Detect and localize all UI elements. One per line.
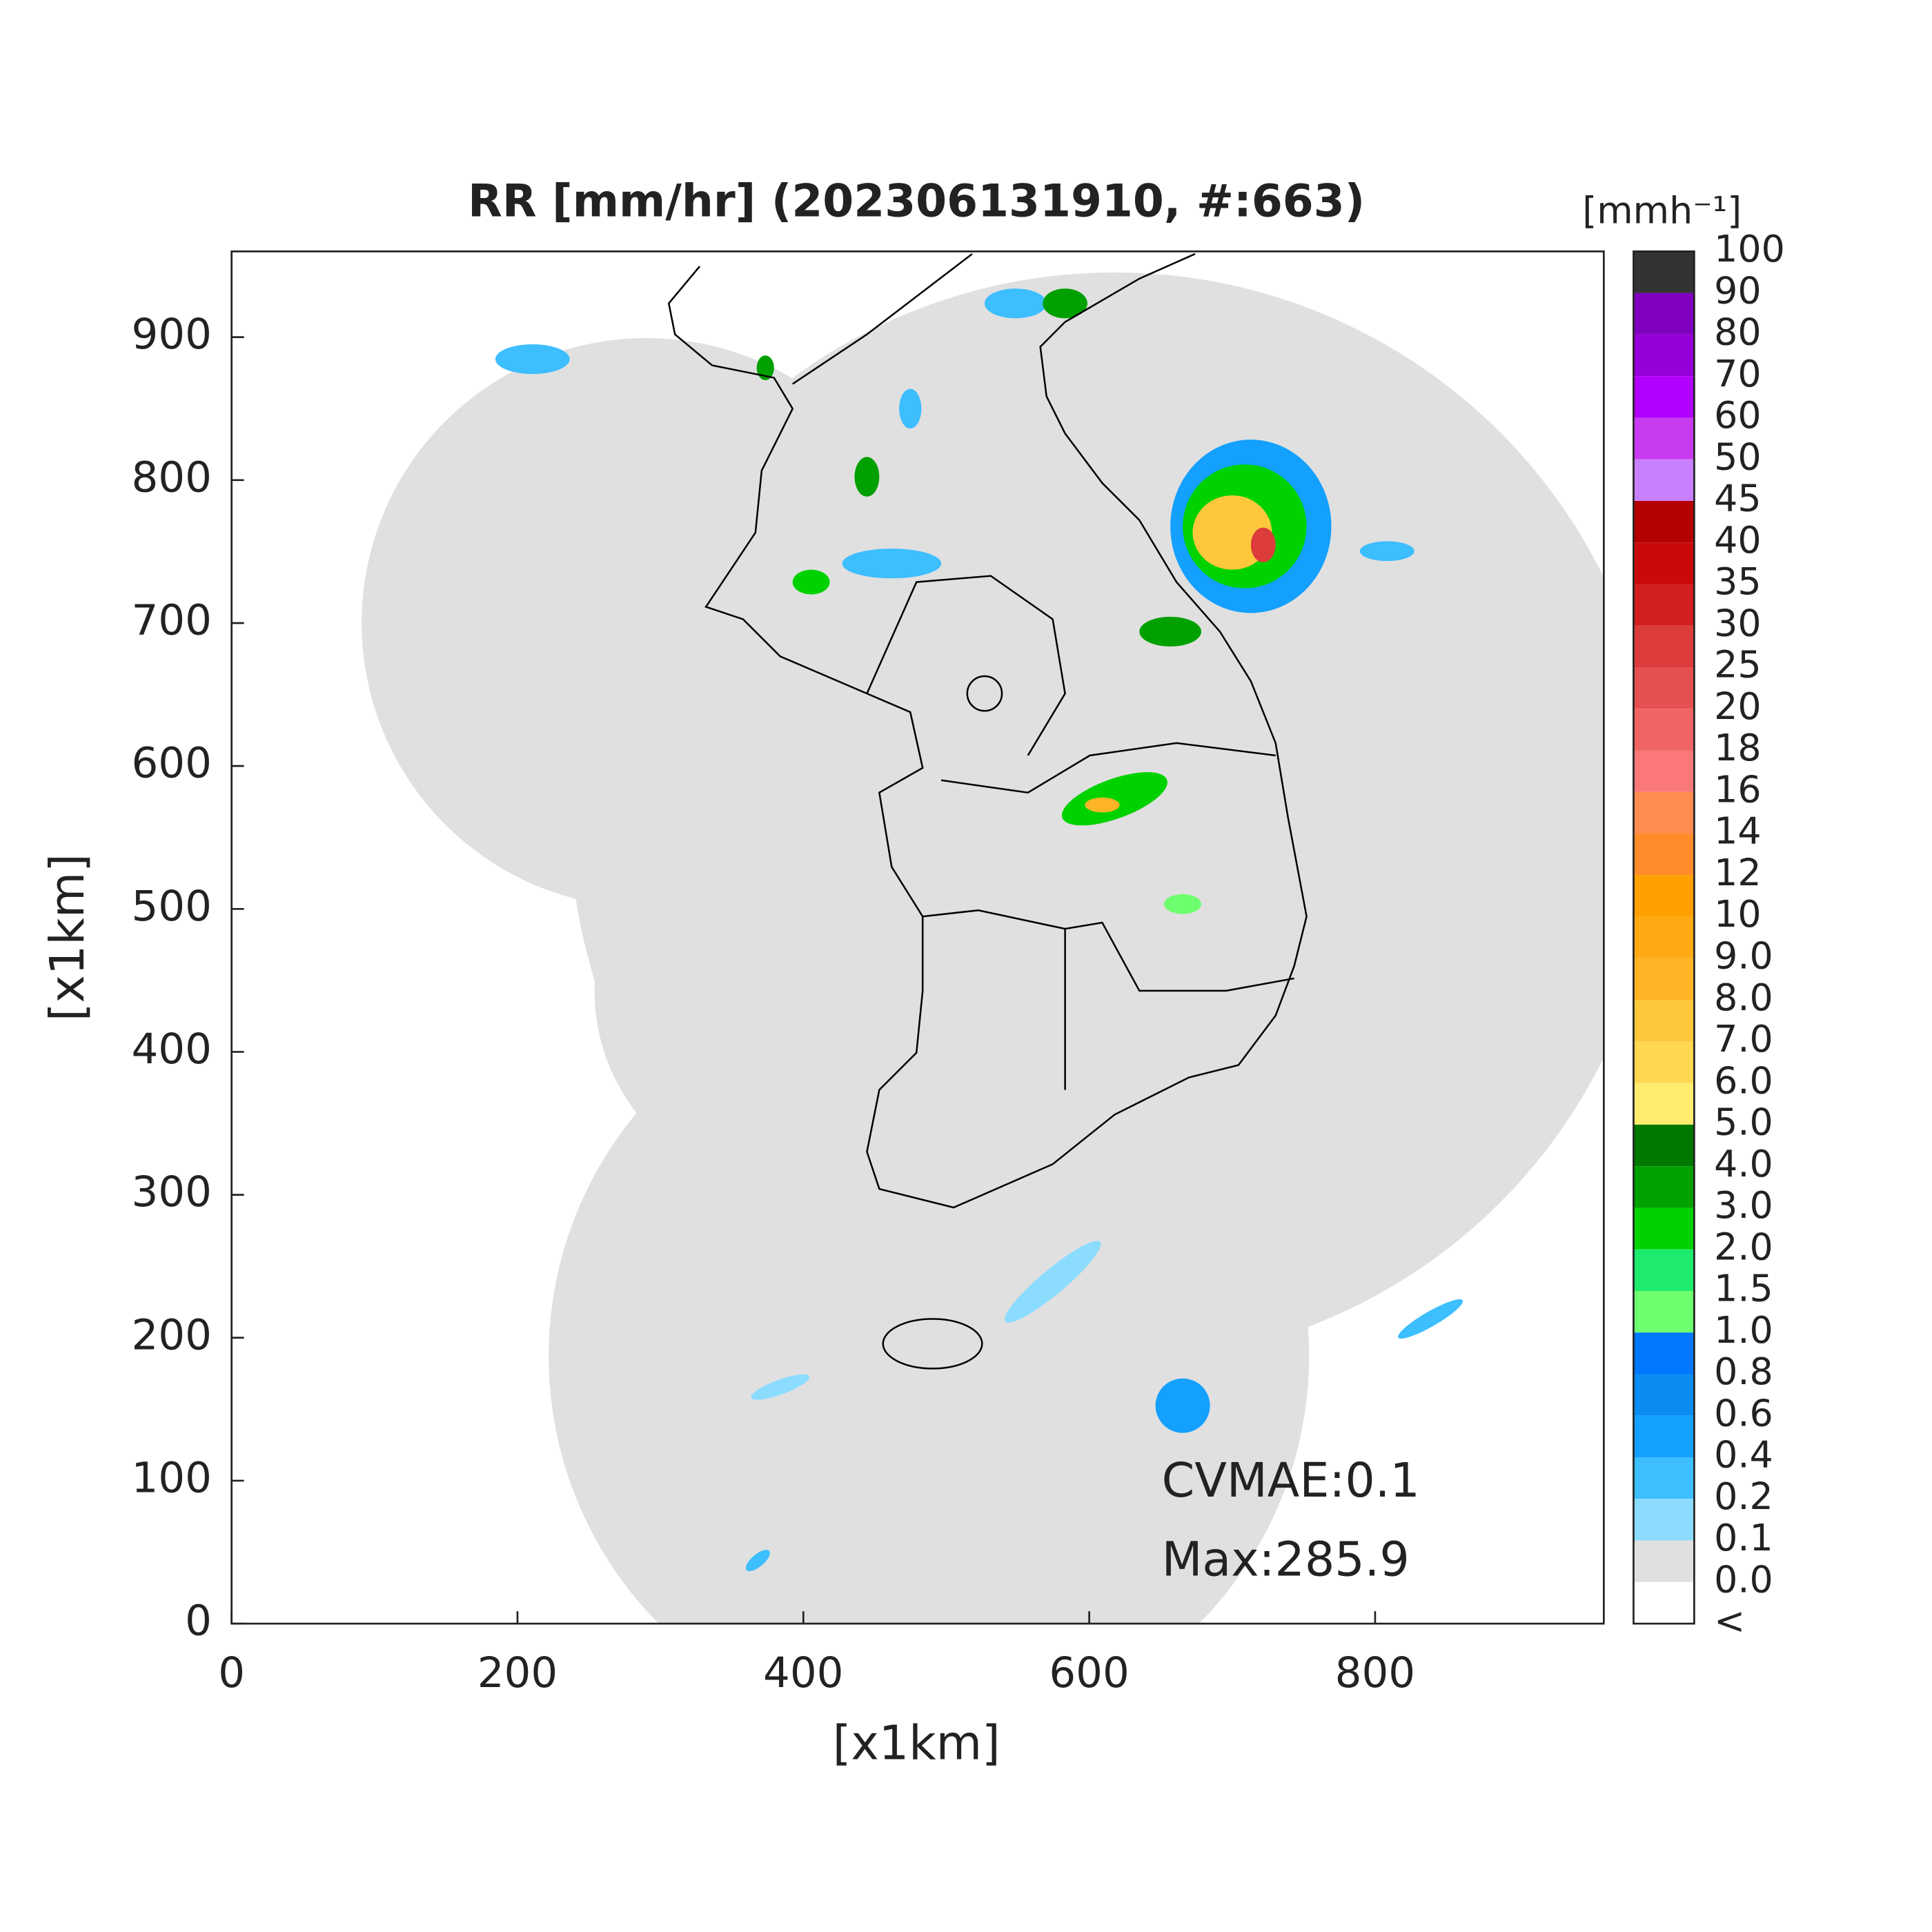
colorbar-label: 50 [1714, 435, 1762, 478]
y-tick-label: 900 [131, 310, 211, 359]
colorbar-segment [1633, 667, 1695, 709]
colorbar-segment [1633, 1290, 1695, 1333]
colorbar-label: 3.0 [1714, 1183, 1773, 1227]
colorbar-label: 0.0 [1714, 1557, 1773, 1601]
colorbar-segment [1633, 1581, 1695, 1624]
y-tick-label: 600 [131, 739, 211, 788]
y-tick-label: 800 [131, 453, 211, 502]
colorbar-label: 14 [1714, 809, 1762, 853]
colorbar-segment [1633, 1499, 1695, 1541]
colorbar-segment [1633, 958, 1695, 1000]
colorbar-segment [1633, 1041, 1695, 1083]
colorbar-label: 0.6 [1714, 1391, 1773, 1435]
colorbar-label: 0.4 [1714, 1433, 1773, 1477]
x-tick-label: 800 [1335, 1648, 1415, 1697]
annotation: Max:285.9 [1162, 1533, 1410, 1588]
y-tick-label: 700 [131, 596, 211, 645]
axes-frame [230, 250, 1605, 1625]
colorbar-segment [1633, 1124, 1695, 1167]
colorbar-label: 90 [1714, 268, 1762, 312]
radar-coverage [362, 273, 1604, 1624]
colorbar-label: 45 [1714, 477, 1762, 520]
colorbar-label: 4.0 [1714, 1142, 1773, 1185]
colorbar-label: 25 [1714, 643, 1762, 687]
colorbar-label: 12 [1714, 851, 1762, 894]
colorbar-segment [1633, 251, 1695, 293]
colorbar-segment [1633, 293, 1695, 335]
colorbar-segment [1633, 1166, 1695, 1208]
colorbar-segment [1633, 1249, 1695, 1291]
colorbar-segment [1633, 376, 1695, 418]
colorbar-segment [1633, 500, 1695, 543]
x-tick-label: 400 [763, 1648, 843, 1697]
colorbar-label: 0.8 [1714, 1350, 1773, 1393]
colorbar-segment [1633, 916, 1695, 958]
colorbar-label: 9.0 [1714, 934, 1773, 977]
y-tick-label: 100 [131, 1454, 211, 1503]
y-tick-label: 200 [131, 1310, 211, 1359]
colorbar-segment [1633, 834, 1695, 876]
colorbar-label: 70 [1714, 352, 1762, 395]
colorbar-label: 8.0 [1714, 976, 1773, 1019]
colorbar-segment [1633, 875, 1695, 917]
colorbar-label: 5.0 [1714, 1101, 1773, 1144]
colorbar-label: 16 [1714, 767, 1762, 811]
colorbar-segment [1633, 709, 1695, 751]
colorbar-label: 35 [1714, 560, 1762, 603]
colorbar-label: 6.0 [1714, 1058, 1773, 1102]
colorbar-label: 1.0 [1714, 1308, 1773, 1352]
colorbar-segment [1633, 1374, 1695, 1416]
colorbar-label: 0.2 [1714, 1475, 1773, 1518]
colorbar-segment [1633, 750, 1695, 792]
coastline [667, 253, 1308, 1370]
colorbar-segment [1633, 625, 1695, 668]
x-tick-label: 600 [1049, 1648, 1129, 1697]
y-axis-label: [x1km] [41, 854, 95, 1021]
y-tick-label: 400 [131, 1025, 211, 1074]
colorbar-segment [1633, 1000, 1695, 1042]
colorbar-label: 40 [1714, 518, 1762, 562]
y-tick-label: 0 [185, 1597, 212, 1646]
colorbar-segment [1633, 417, 1695, 460]
colorbar-segment [1633, 1415, 1695, 1458]
colorbar-segment [1633, 791, 1695, 834]
colorbar-label: 60 [1714, 393, 1762, 437]
colorbar-label: 1.5 [1714, 1267, 1773, 1310]
colorbar-label: 80 [1714, 310, 1762, 354]
chart-title: RR [mm/hr] (202306131910, #:663) [468, 176, 1365, 228]
map-area [362, 253, 1604, 1624]
colorbar-label: 100 [1714, 227, 1785, 270]
colorbar-frame [1633, 250, 1695, 1625]
annotation: CVMAE:0.1 [1162, 1454, 1420, 1508]
colorbar-segment [1633, 334, 1695, 377]
colorbar-segment [1633, 1208, 1695, 1250]
colorbar-label: < [1714, 1599, 1745, 1643]
colorbar-label: 7.0 [1714, 1017, 1773, 1061]
y-tick-label: 300 [131, 1167, 211, 1216]
colorbar-unit: [mmh⁻¹] [1582, 188, 1742, 232]
colorbar-segment [1633, 1332, 1695, 1374]
colorbar-label: 10 [1714, 892, 1762, 936]
colorbar-segment [1633, 584, 1695, 626]
colorbar-segment [1633, 1540, 1695, 1582]
colorbar-label: 20 [1714, 684, 1762, 728]
colorbar-segment [1633, 1083, 1695, 1125]
colorbar-segment [1633, 542, 1695, 584]
colorbar-segment [1633, 1457, 1695, 1499]
x-axis-label: [x1km] [833, 1716, 1000, 1771]
rain-echoes [495, 288, 1463, 1571]
colorbar-label: 0.1 [1714, 1516, 1773, 1559]
colorbar-label: 18 [1714, 726, 1762, 769]
x-tick-label: 200 [477, 1648, 558, 1697]
colorbar-label: 30 [1714, 601, 1762, 644]
colorbar-segment [1633, 459, 1695, 501]
colorbar-label: 2.0 [1714, 1225, 1773, 1268]
y-tick-label: 500 [131, 882, 211, 931]
x-tick-label: 0 [218, 1648, 245, 1697]
